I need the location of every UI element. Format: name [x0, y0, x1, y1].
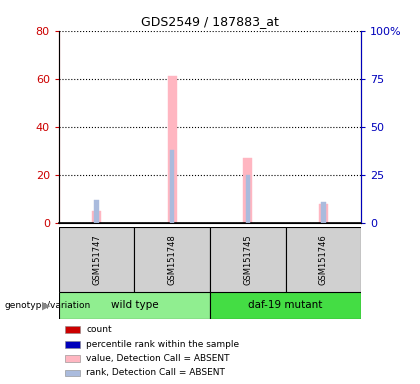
Text: rank, Detection Call = ABSENT: rank, Detection Call = ABSENT [86, 369, 225, 377]
Bar [65, 341, 80, 348]
Bar [286, 227, 361, 292]
Bar [59, 292, 210, 319]
Bar [65, 369, 80, 376]
Text: percentile rank within the sample: percentile rank within the sample [86, 340, 239, 349]
Bar [59, 227, 134, 292]
Text: count: count [86, 325, 112, 334]
Text: genotype/variation: genotype/variation [4, 301, 90, 310]
Text: daf-19 mutant: daf-19 mutant [248, 300, 323, 310]
Bar [319, 204, 328, 223]
Bar [210, 227, 286, 292]
Bar [321, 202, 326, 223]
Bar [94, 200, 99, 223]
Bar [65, 326, 80, 333]
Bar [246, 175, 250, 223]
Text: ▶: ▶ [42, 300, 50, 310]
Bar [65, 355, 80, 362]
Title: GDS2549 / 187883_at: GDS2549 / 187883_at [141, 15, 279, 28]
Bar [170, 150, 174, 223]
Text: GSM151747: GSM151747 [92, 234, 101, 285]
Bar [210, 292, 361, 319]
Bar [243, 158, 252, 223]
Text: GSM151748: GSM151748 [168, 234, 177, 285]
Text: GSM151745: GSM151745 [243, 234, 252, 285]
Text: value, Detection Call = ABSENT: value, Detection Call = ABSENT [86, 354, 229, 363]
Text: wild type: wild type [110, 300, 158, 310]
Bar [134, 227, 210, 292]
Bar [92, 211, 101, 223]
Text: GSM151746: GSM151746 [319, 234, 328, 285]
Bar [168, 76, 177, 223]
